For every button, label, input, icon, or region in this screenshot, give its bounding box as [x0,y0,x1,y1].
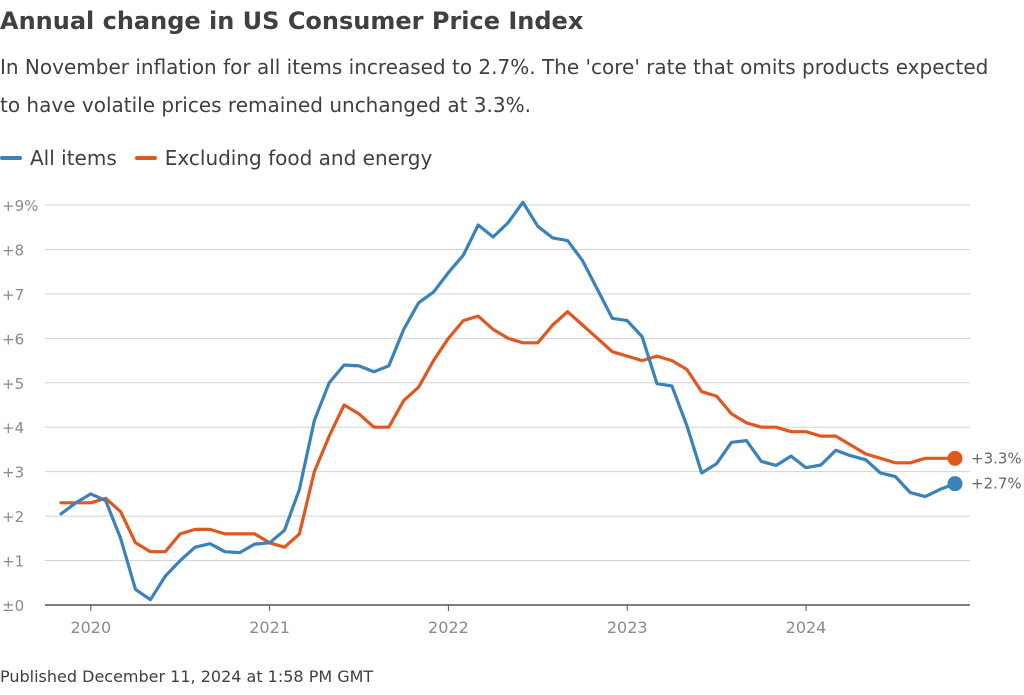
chart-subtitle: In November inflation for all items incr… [0,55,989,117]
legend-label-all-items: All items [30,146,117,170]
x-tick-label: 2021 [249,618,290,637]
chart-legend: All items Excluding food and energy [0,146,432,170]
y-tick-label: +5 [2,375,24,393]
end-label-all-items: +2.7% [971,475,1022,493]
x-tick-label: 2022 [428,618,469,637]
y-tick-label: ±0 [2,597,24,615]
y-tick-label: +9% [2,197,38,215]
x-tick-label: 2020 [70,618,111,637]
series-line-core [59,310,957,554]
legend-swatch-core [134,156,157,160]
end-marker-core [947,450,963,466]
x-tick-label: 2024 [786,618,827,637]
y-tick-label: +3 [2,464,24,482]
legend-swatch-all-items [0,156,22,160]
legend-item-core: Excluding food and energy [134,146,433,170]
legend-label-core: Excluding food and energy [164,146,433,170]
end-marker-all-items [947,476,963,492]
y-tick-label: +8 [2,241,24,259]
y-tick-label: +2 [2,508,24,526]
end-label-core: +3.3% [971,449,1022,467]
y-tick-label: +6 [2,330,24,348]
x-tick-label: 2023 [607,618,648,637]
y-tick-label: +7 [2,286,24,304]
legend-item-all-items: All items [0,146,117,170]
published-timestamp: Published December 11, 2024 at 1:58 PM G… [0,667,374,686]
y-tick-label: +1 [2,553,24,571]
y-tick-label: +4 [2,419,24,437]
series-line-all-items [59,200,957,602]
chart-title: Annual change in US Consumer Price Index [0,7,584,35]
